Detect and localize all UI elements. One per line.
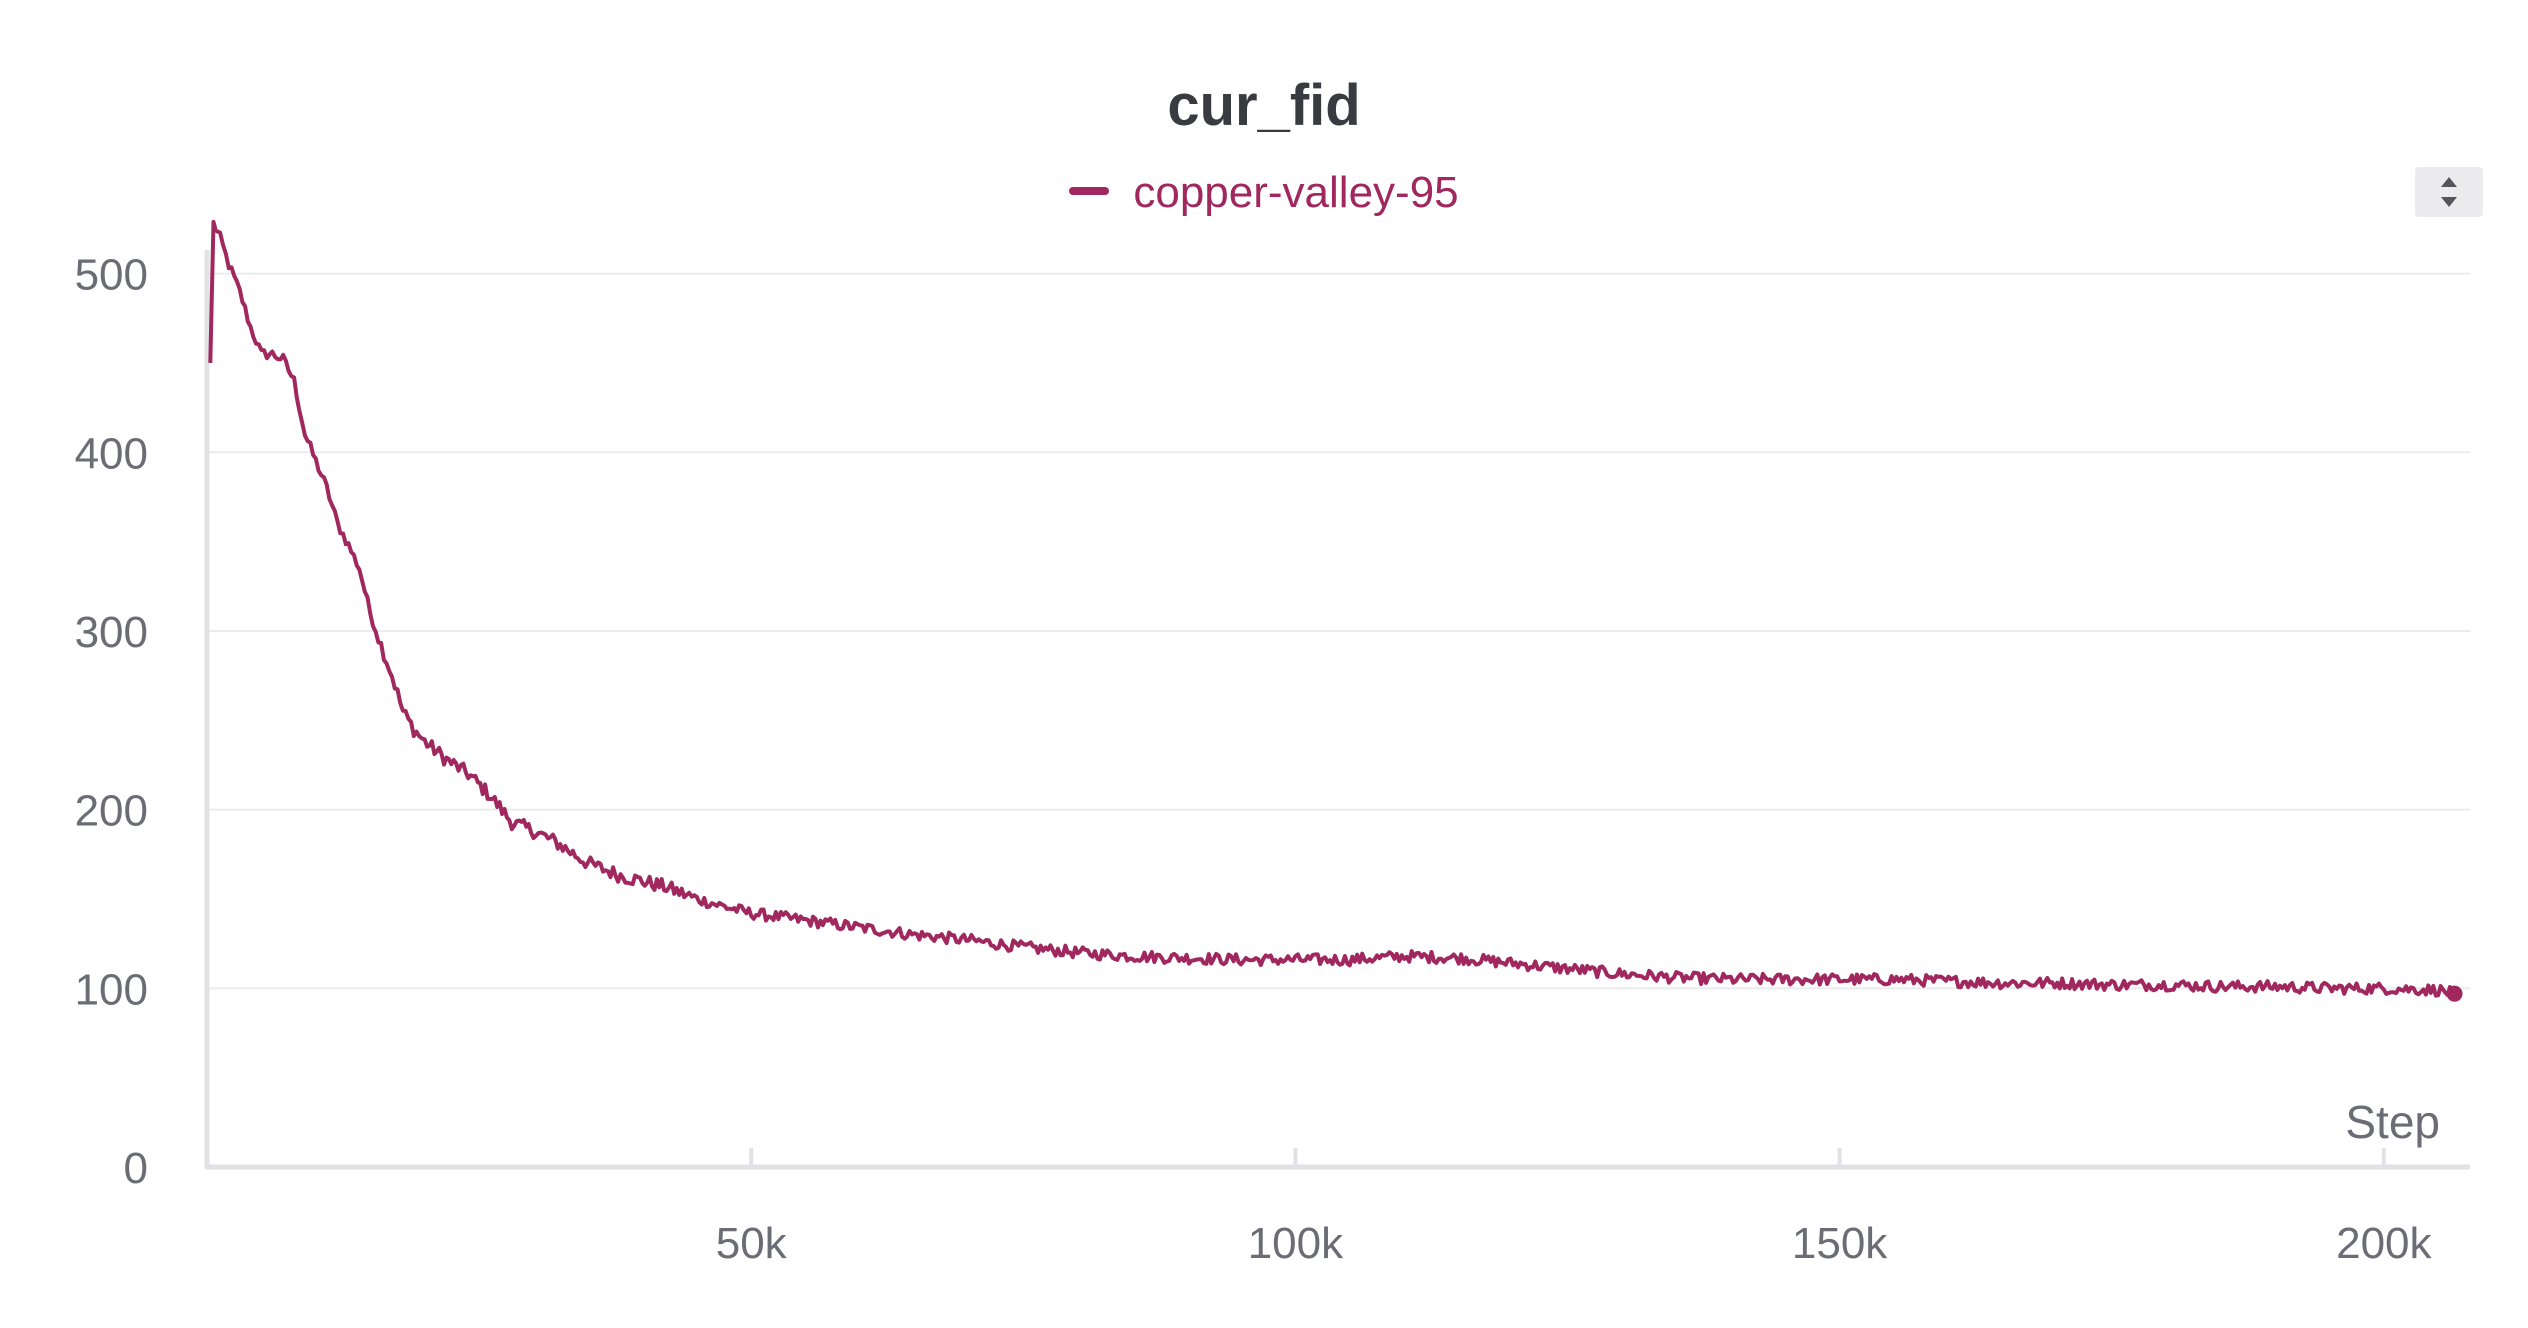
y-tick-label: 300 <box>75 608 148 657</box>
gridlines <box>207 272 2470 990</box>
axes <box>204 250 2470 1170</box>
x-axis-title: Step <box>2345 1096 2440 1148</box>
x-tick-label: 150k <box>1792 1219 1888 1268</box>
chart-title: cur_fid <box>1167 73 1361 138</box>
y-tick-label: 200 <box>75 787 148 836</box>
x-tick-label: 50k <box>716 1219 788 1268</box>
legend-scroll-button[interactable] <box>2415 167 2483 217</box>
y-tick-label: 100 <box>75 965 148 1014</box>
series-line-copper-valley-95 <box>208 219 2457 998</box>
chevron-down-icon <box>2441 197 2457 207</box>
x-tick-label: 100k <box>1248 1219 1344 1268</box>
tick-labels: 0 100 200 300 400 500 50k 100k 150k 200k Step <box>75 251 2440 1268</box>
legend-label: copper-valley-95 <box>1133 168 1459 217</box>
legend-swatch <box>1069 187 1110 196</box>
series-layer <box>208 219 2463 1002</box>
chevron-up-icon <box>2441 177 2457 187</box>
y-tick-label: 0 <box>124 1144 148 1193</box>
legend[interactable]: copper-valley-95 <box>0 168 2528 218</box>
x-tick-label: 200k <box>2336 1219 2432 1268</box>
series-end-point <box>2446 985 2463 1002</box>
y-tick-label: 400 <box>75 429 148 478</box>
y-tick-label: 500 <box>75 251 148 300</box>
